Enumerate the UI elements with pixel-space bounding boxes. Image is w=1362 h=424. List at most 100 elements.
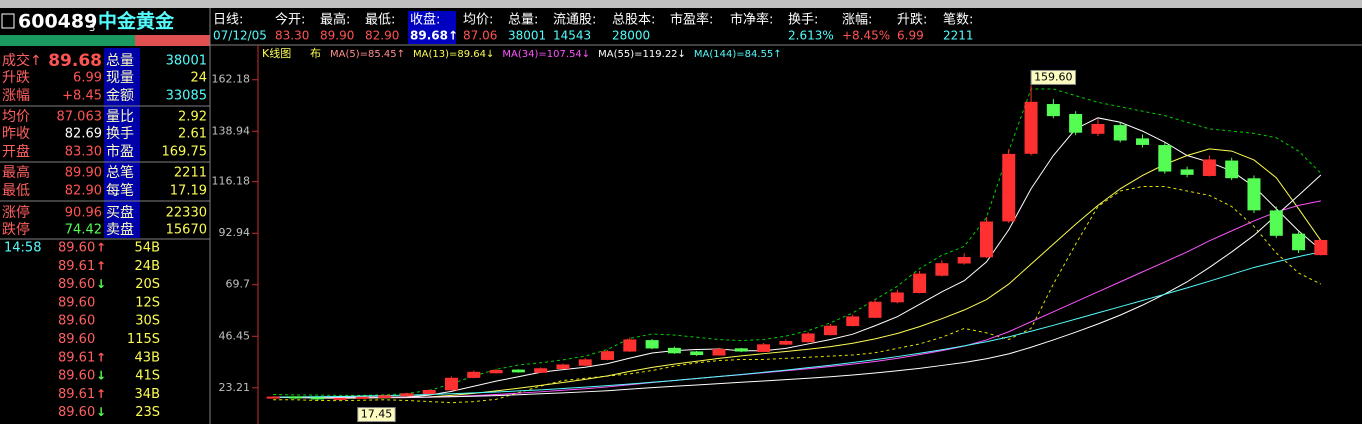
tick-arrow: ↑ [96,350,106,364]
candle-body [913,273,927,294]
tick-arrow: ↑ [96,387,106,401]
candle-body [823,325,837,336]
quote-value: 87.06 [463,29,497,43]
panel-value: 15670 [166,223,207,238]
tick-volume: 41S [135,369,160,384]
quote-value: 89.90 [320,29,354,43]
panel-value: 82.69 [65,127,102,142]
candle-body [779,340,793,345]
panel-value: +8.45 [62,89,102,104]
panel-label: 卖盘 [106,221,134,238]
panel-label: 市盈 [106,143,134,160]
band-lower [273,186,1322,404]
y-tick-label: 116.18 [212,175,251,188]
ma-line [273,117,1322,399]
panel-value: 169.75 [162,145,208,160]
tick-price: 89.60 [58,314,95,329]
quote-value: 07/12/05 [213,29,267,43]
candle-body [667,347,681,354]
quote-label: 升跌: [897,12,927,28]
tick-arrow: ↓ [96,405,106,419]
legend-entry: MA(34)=107.54↓ [502,49,590,60]
quote-label: 今开: [275,12,305,28]
candle-body [1202,159,1216,176]
panel-label: 每笔 [106,183,134,199]
tick-arrow: ↓ [96,277,106,291]
quote-label: 市盈率: [670,12,713,28]
tick-price: 89.60 [58,332,95,347]
candle-body [801,333,815,343]
candle-body [979,221,993,258]
candle-body [1247,178,1261,211]
panel-label: 涨停 [2,204,30,221]
panel-label: 总量 [106,53,134,69]
extreme-box [357,407,396,423]
candle-body [578,359,592,366]
panel-label: 金额 [106,88,134,104]
candle-body [1024,101,1038,154]
candle-body [1269,210,1283,236]
candle-body [400,393,414,397]
tick-price: 89.60 [58,369,95,384]
panel-label: 量比 [106,109,134,125]
candle-body [1225,160,1239,179]
candle-body [422,389,436,395]
panel-value: 83.30 [65,145,102,160]
quote-value: 38001 [508,29,546,43]
candle-body [378,395,392,398]
label-column [104,48,140,238]
panel-label: 现量 [106,70,134,86]
y-tick-label: 69.7 [226,278,251,291]
checkbox[interactable] [1,13,15,29]
quote-label: 总股本: [612,13,655,28]
quote-value: 14543 [553,29,591,43]
quote-value: 83.30 [275,29,309,43]
quote-value: 28000 [612,29,650,43]
candle-body [690,351,704,356]
panel-value: 22330 [166,206,207,221]
tick-price: 89.61 [58,259,95,274]
panel-value: 87.063 [57,110,103,125]
panel-value: 82.90 [65,184,102,199]
quote-label: 涨幅: [842,13,872,28]
panel-value: 74.42 [65,223,102,238]
panel-label: 均价 [2,109,30,125]
tick-volume: 115S [127,332,160,347]
tick-arrow: ↑ [96,259,106,273]
panel-label: 总笔 [106,165,134,181]
panel-label: 升跌 [2,70,30,86]
y-tick-label: 23.21 [219,381,251,394]
band-label: 布 [310,47,321,60]
extreme-label: 159.60 [1034,70,1073,83]
tick-volume: 34B [135,387,160,402]
tick-volume: 12S [135,295,160,310]
candle-body [1069,114,1083,133]
candle-body [288,396,302,399]
quote-label: 总量: [508,13,538,28]
quote-value: +8.45% [842,29,890,43]
candle-body [890,292,904,303]
candle-body [846,316,860,327]
tick-volume: 20S [135,277,160,292]
quote-label: 流通股: [553,13,596,28]
candle-body [311,397,325,400]
tick-price: 89.60 [58,295,95,310]
ma-line [273,148,1322,399]
candle-body [1002,153,1016,222]
quote-label: 均价: [463,13,493,28]
candle-body [712,348,726,356]
candle-body [556,364,570,370]
stock-code: 600489 [18,11,97,33]
candle-body [1292,233,1306,251]
panel-label: 成交↑ [2,52,42,69]
ma-line [273,174,1322,398]
quote-value: 2.613% [788,29,834,43]
candle-body [355,396,369,399]
quote-value: 89.68↑ [410,29,458,43]
panel-label: 跌停 [2,221,30,238]
quote-value: 2211 [943,29,974,43]
quote-label: 市净率: [730,12,773,28]
candle-body [957,256,971,264]
candle-body [1314,239,1328,256]
